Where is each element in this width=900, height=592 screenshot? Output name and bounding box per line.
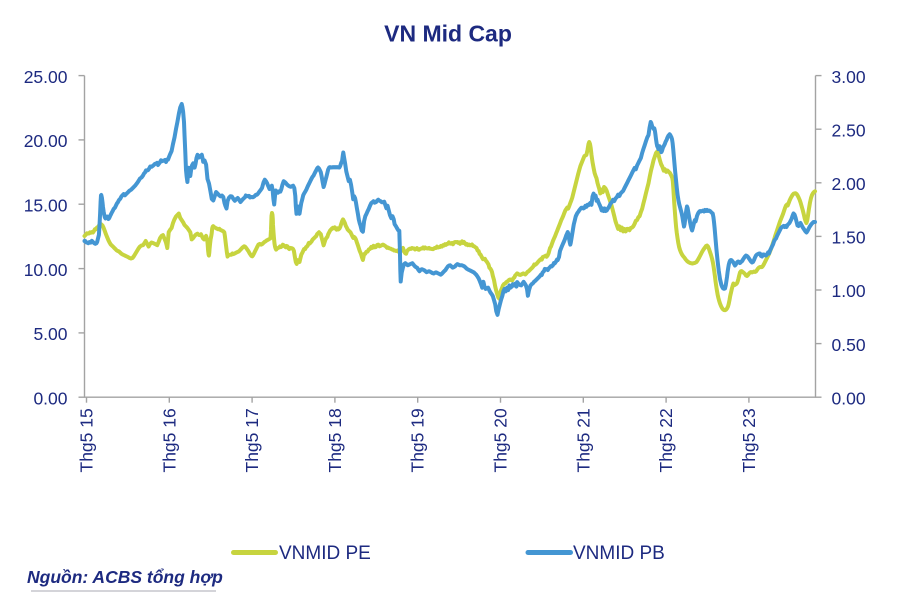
- svg-text:Thg5 21: Thg5 21: [573, 408, 593, 472]
- svg-text:1.00: 1.00: [832, 281, 866, 301]
- svg-text:Thg5 22: Thg5 22: [656, 408, 676, 472]
- svg-text:2.50: 2.50: [832, 120, 866, 140]
- svg-text:Nguồn: ACBS tổng hợp: Nguồn: ACBS tổng hợp: [27, 567, 223, 587]
- svg-text:Thg5 15: Thg5 15: [77, 408, 97, 472]
- svg-text:5.00: 5.00: [33, 324, 67, 344]
- svg-text:0.00: 0.00: [33, 388, 67, 408]
- svg-text:Thg5 19: Thg5 19: [408, 408, 428, 472]
- svg-text:Thg5 18: Thg5 18: [325, 408, 345, 472]
- svg-text:2.00: 2.00: [832, 174, 866, 194]
- svg-text:Thg5 17: Thg5 17: [242, 408, 262, 472]
- svg-text:Thg5 23: Thg5 23: [739, 408, 759, 472]
- svg-text:15.00: 15.00: [24, 195, 68, 215]
- svg-text:1.50: 1.50: [832, 228, 866, 248]
- svg-text:10.00: 10.00: [24, 260, 68, 280]
- svg-text:VNMID PB: VNMID PB: [573, 543, 665, 564]
- svg-text:3.00: 3.00: [832, 67, 866, 87]
- svg-text:VN Mid Cap: VN Mid Cap: [384, 21, 512, 47]
- svg-text:0.00: 0.00: [832, 388, 866, 408]
- svg-text:VNMID PE: VNMID PE: [279, 543, 371, 564]
- svg-text:0.50: 0.50: [832, 335, 866, 355]
- svg-text:Thg5 16: Thg5 16: [159, 408, 179, 472]
- svg-text:Thg5 20: Thg5 20: [491, 408, 511, 472]
- svg-text:25.00: 25.00: [24, 67, 68, 87]
- svg-text:20.00: 20.00: [24, 131, 68, 151]
